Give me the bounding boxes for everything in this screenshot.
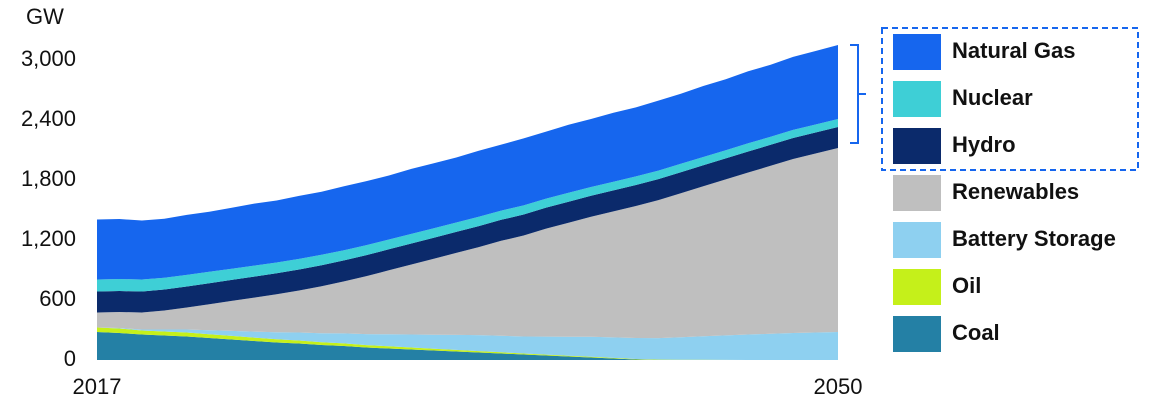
legend-label: Oil — [952, 273, 981, 298]
area — [97, 148, 838, 339]
y-tick-label: 1,800 — [21, 166, 76, 191]
legend-label: Battery Storage — [952, 226, 1116, 251]
y-tick-label: 3,000 — [21, 46, 76, 71]
bracket — [850, 44, 866, 144]
legend-label: Coal — [952, 320, 1000, 345]
area — [97, 327, 838, 360]
legend-swatch — [893, 81, 941, 117]
legend-swatch — [893, 128, 941, 164]
y-tick-label: 0 — [64, 346, 76, 371]
area — [97, 332, 838, 360]
x-tick-label: 2017 — [73, 374, 122, 399]
y-unit-label: GW — [26, 4, 64, 29]
x-tick-label: 2050 — [814, 374, 863, 399]
area — [97, 45, 838, 280]
legend-swatch — [893, 316, 941, 352]
legend-group-box — [881, 27, 1139, 171]
legend-swatch — [893, 175, 941, 211]
legend-label: Hydro — [952, 132, 1016, 157]
legend-label: Nuclear — [952, 85, 1033, 110]
legend-label: Renewables — [952, 179, 1079, 204]
legend-label: Natural Gas — [952, 38, 1076, 63]
y-tick-label: 1,200 — [21, 226, 76, 251]
y-tick-label: 2,400 — [21, 106, 76, 131]
area — [97, 127, 838, 313]
legend-swatch — [893, 269, 941, 305]
legend-swatch — [893, 222, 941, 258]
legend-swatch — [893, 34, 941, 70]
y-tick-label: 600 — [39, 286, 76, 311]
